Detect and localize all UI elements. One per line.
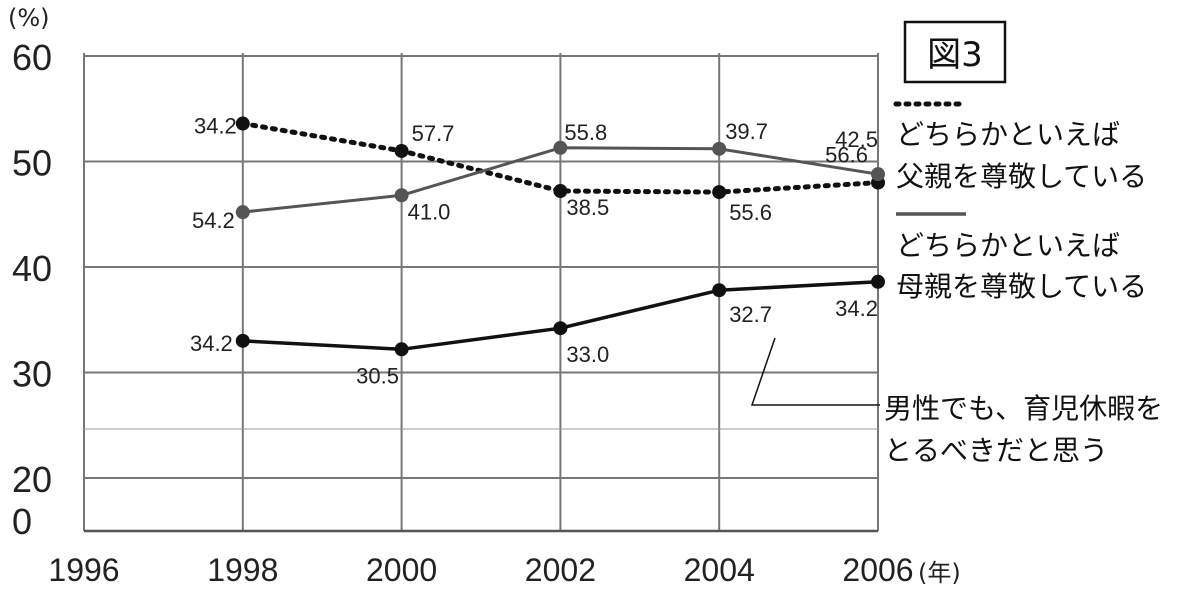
y-tick-label: 0 <box>12 501 32 542</box>
y-tick-label: 20 <box>12 459 52 500</box>
series-1: 54.2 41.0 55.8 39.7 42.5 <box>192 119 885 233</box>
x-tick-label: 1998 <box>207 552 278 588</box>
y-tick-label: 50 <box>12 143 52 184</box>
data-label: 34.2 <box>190 331 233 356</box>
legend-father-line2: 父親を尊敬している <box>896 160 1147 193</box>
legend-paternity-line2: とるべきだと思う <box>884 434 1108 467</box>
data-point <box>553 184 568 199</box>
grid <box>83 53 879 533</box>
data-point <box>712 283 727 298</box>
figure-title: 図3 <box>927 35 983 75</box>
data-point <box>235 333 250 348</box>
data-label: 55.8 <box>564 120 607 145</box>
data-label: 38.5 <box>566 195 609 220</box>
legend-mother-line2: 母親を尊敬している <box>896 270 1147 303</box>
y-unit-label: (%) <box>8 4 50 32</box>
y-tick-label: 30 <box>12 354 52 395</box>
data-point <box>235 205 250 220</box>
data-label: 55.6 <box>729 200 772 225</box>
data-point <box>871 274 885 289</box>
data-point <box>394 342 409 357</box>
legend-leader-line <box>750 337 880 406</box>
series-0: 34.2 57.7 38.5 55.6 56.6 <box>194 114 885 225</box>
data-point <box>712 141 727 156</box>
data-point <box>394 188 409 203</box>
series-2: 34.2 30.5 33.0 32.7 34.2 <box>190 274 885 388</box>
legend-father-line1: どちらかといえば <box>896 118 1120 151</box>
data-label: 34.2 <box>835 296 878 321</box>
legend: どちらかといえば 父親を尊敬している どちらかといえば 母親を尊敬している 男性… <box>750 101 1163 467</box>
x-tick-label: 2002 <box>525 552 596 588</box>
data-label: 56.6 <box>825 143 868 168</box>
x-tick-label: 2004 <box>684 552 755 588</box>
data-label: 39.7 <box>725 119 768 144</box>
legend-mother-line1: どちらかといえば <box>896 229 1120 262</box>
data-point <box>871 167 885 182</box>
data-point <box>712 185 727 200</box>
series-group: 34.2 57.7 38.5 55.6 56.6 54.2 41.0 55.8 39.7 42.5… <box>190 114 885 388</box>
data-label: 32.7 <box>729 302 772 327</box>
data-label: 34.2 <box>194 114 237 139</box>
x-axis-ticks: 1996 1998 2000 2002 2004 2006 <box>48 552 913 588</box>
x-unit-label: (年) <box>918 559 961 587</box>
data-label: 41.0 <box>408 199 451 224</box>
y-axis-ticks: 020 30 40 50 60 <box>12 37 52 542</box>
y-tick-label: 40 <box>12 248 52 289</box>
figure-title-box: 図3 <box>903 20 1007 84</box>
data-point <box>394 143 409 158</box>
data-label: 33.0 <box>566 342 609 367</box>
x-tick-label: 2006 <box>842 552 913 588</box>
data-label: 54.2 <box>192 208 235 233</box>
legend-paternity-line1: 男性でも、育児休暇を <box>884 392 1163 425</box>
data-point <box>235 116 250 131</box>
data-label: 57.7 <box>412 121 455 146</box>
data-point <box>553 321 568 336</box>
y-tick-label: 60 <box>12 37 52 78</box>
data-point <box>553 140 568 155</box>
x-tick-label: 2000 <box>366 552 437 588</box>
data-label: 42.5 <box>835 127 878 152</box>
data-label: 30.5 <box>356 363 399 388</box>
x-tick-label: 1996 <box>48 552 119 588</box>
